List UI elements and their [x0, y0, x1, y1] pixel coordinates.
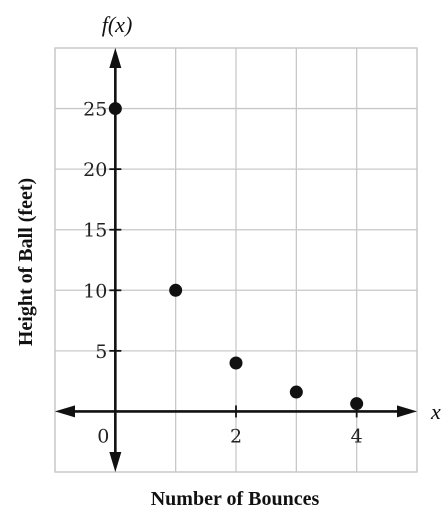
- y-tick-label: 20: [83, 159, 107, 181]
- x-tick-label: 4: [351, 425, 363, 447]
- x-axis-name: x: [430, 399, 441, 424]
- y-axis-arrow-up: [109, 48, 122, 68]
- x-tick-label: 0: [97, 425, 109, 447]
- x-axis-arrow-left: [55, 405, 75, 418]
- x-axis-arrow-right: [397, 405, 417, 418]
- y-axis-title: Height of Ball (feet): [15, 178, 37, 346]
- data-points: [108, 102, 364, 411]
- tick-labels: 5 10 15 20 25 0 2 4: [83, 99, 363, 448]
- x-tick-label: 2: [230, 425, 242, 447]
- data-point: [289, 385, 303, 399]
- data-point: [169, 283, 183, 297]
- y-axis-name: f(x): [102, 12, 133, 37]
- plot-frame: [54, 47, 418, 473]
- y-tick-label: 25: [83, 99, 107, 121]
- y-tick-label: 10: [83, 280, 107, 302]
- y-tick-label: 15: [83, 220, 107, 242]
- y-axis-arrow-down: [109, 452, 122, 472]
- data-point: [229, 356, 243, 370]
- data-point: [108, 102, 122, 116]
- data-point: [350, 397, 364, 411]
- y-tick-label: 5: [95, 341, 107, 363]
- x-axis-title: Number of Bounces: [151, 488, 320, 510]
